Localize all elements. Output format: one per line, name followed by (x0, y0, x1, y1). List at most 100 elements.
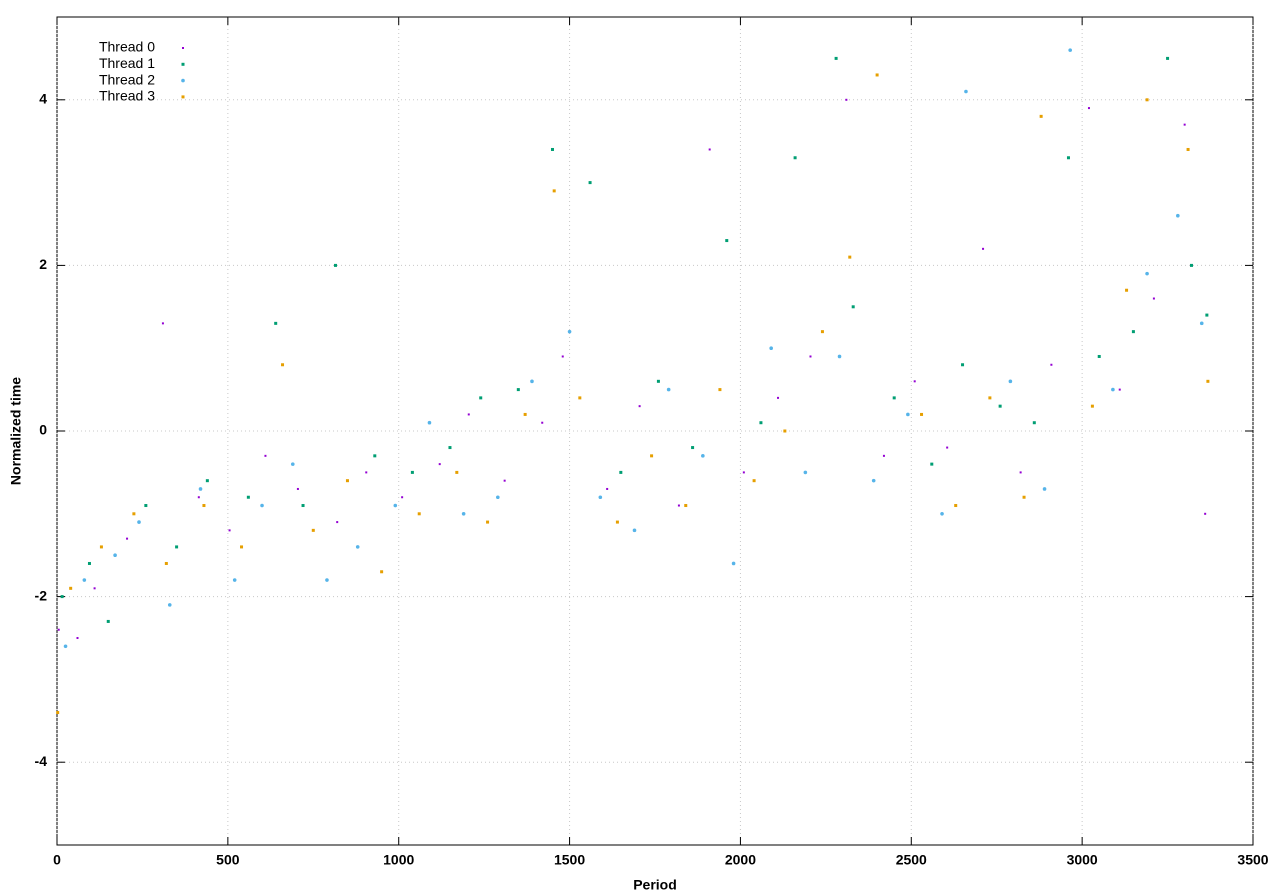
point (401, 496, 404, 499)
point (260, 503, 264, 508)
point (448, 446, 452, 450)
point (820, 330, 824, 334)
point (1087, 107, 1090, 110)
point (1022, 495, 1026, 499)
point (1186, 147, 1190, 151)
point (803, 470, 808, 475)
point (380, 570, 384, 574)
point (875, 73, 879, 77)
point (486, 520, 490, 524)
point (793, 156, 797, 160)
x-tick-label: 500 (216, 852, 240, 868)
y-tick-label: 4 (39, 91, 47, 107)
point (725, 239, 729, 243)
point (1199, 321, 1204, 326)
point (946, 446, 949, 449)
point (777, 396, 780, 399)
x-axis-label: Period (633, 877, 677, 893)
point (567, 329, 572, 334)
point (336, 521, 339, 524)
point (264, 454, 267, 457)
point (892, 396, 896, 400)
point (144, 504, 148, 508)
point (759, 421, 763, 425)
point (60, 595, 64, 599)
point (598, 495, 603, 500)
point (650, 454, 654, 458)
point (656, 379, 660, 383)
x-tick-label: 3000 (1067, 852, 1098, 868)
point (246, 495, 250, 499)
point (913, 380, 916, 383)
y-tick-label: 2 (39, 256, 47, 272)
point (1204, 512, 1207, 515)
point (87, 561, 91, 565)
point (606, 487, 609, 490)
point (742, 471, 745, 474)
point (752, 479, 756, 483)
point (311, 528, 315, 532)
point (175, 545, 179, 549)
point (523, 412, 527, 416)
y-tick-label: -2 (35, 587, 48, 603)
point (355, 545, 360, 549)
y-axis-label: Normalized time (8, 377, 24, 485)
point (691, 446, 695, 450)
point (961, 363, 965, 367)
point (290, 462, 295, 466)
point (708, 148, 711, 151)
point (552, 189, 556, 193)
legend-marker (182, 47, 184, 49)
point (1189, 263, 1193, 267)
point (202, 504, 206, 508)
point (851, 305, 855, 309)
point (106, 619, 110, 623)
point (57, 628, 60, 631)
point (1206, 379, 1210, 383)
point (417, 512, 421, 516)
point (197, 496, 200, 499)
point (345, 479, 349, 483)
point (550, 147, 554, 151)
point (769, 346, 773, 351)
point (503, 479, 506, 482)
point (82, 578, 87, 582)
point (615, 520, 619, 524)
point (410, 470, 414, 474)
point (1019, 471, 1022, 474)
point (1205, 313, 1209, 317)
point (954, 504, 958, 508)
point (1152, 297, 1155, 300)
point (1183, 123, 1186, 126)
point (373, 454, 377, 458)
point (731, 561, 736, 566)
point (982, 247, 985, 250)
point (666, 387, 671, 392)
point (1090, 404, 1094, 408)
point (1068, 48, 1072, 52)
point (126, 537, 129, 540)
point (619, 470, 623, 474)
legend-label: Thread 0 (99, 39, 155, 55)
point (718, 388, 722, 392)
point (455, 470, 459, 474)
point (1131, 330, 1135, 334)
point (632, 528, 637, 533)
point (198, 487, 203, 491)
point (920, 412, 924, 416)
point (240, 545, 244, 549)
point (1097, 354, 1101, 358)
point (783, 429, 787, 433)
point (301, 504, 305, 508)
x-tick-label: 2500 (896, 852, 927, 868)
point (1032, 421, 1036, 425)
point (274, 321, 278, 325)
point (496, 495, 500, 500)
legend-marker (181, 78, 185, 83)
point (1118, 388, 1121, 391)
point (1176, 213, 1180, 218)
point (76, 637, 79, 639)
point (132, 512, 136, 516)
point (845, 98, 848, 101)
